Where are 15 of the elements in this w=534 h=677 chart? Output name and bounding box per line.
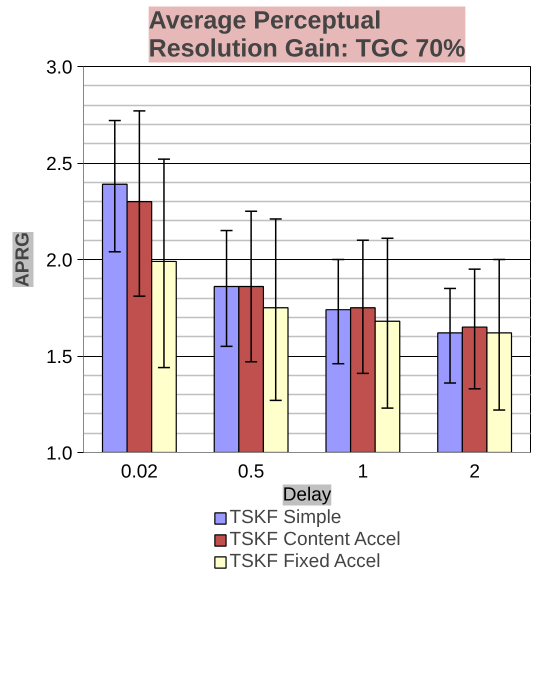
x-axis-title: Delay [282, 484, 332, 506]
x-tick-label: 0.02 [120, 462, 158, 482]
y-tick-label: 3.0 [46, 58, 73, 78]
chart-title: Average Perceptual Resolution Gain: TGC 70% [148, 6, 466, 62]
x-tick-label: 0.5 [238, 462, 264, 482]
y-tick-label: 1.0 [46, 444, 73, 464]
y-tick-label: 1.5 [46, 347, 73, 368]
y-axis-title: APRG [12, 232, 34, 287]
y-tick-label: 2.0 [46, 250, 73, 272]
legend-label: TSKF Content Accel [229, 529, 401, 551]
x-tick-label: 1 [358, 462, 368, 482]
legend-label: TSKF Simple [229, 507, 342, 529]
x-tick-label: 2 [469, 462, 480, 482]
legend-label: TSKF Fixed Accel [229, 551, 380, 573]
y-tick-label: 2.5 [46, 154, 73, 175]
